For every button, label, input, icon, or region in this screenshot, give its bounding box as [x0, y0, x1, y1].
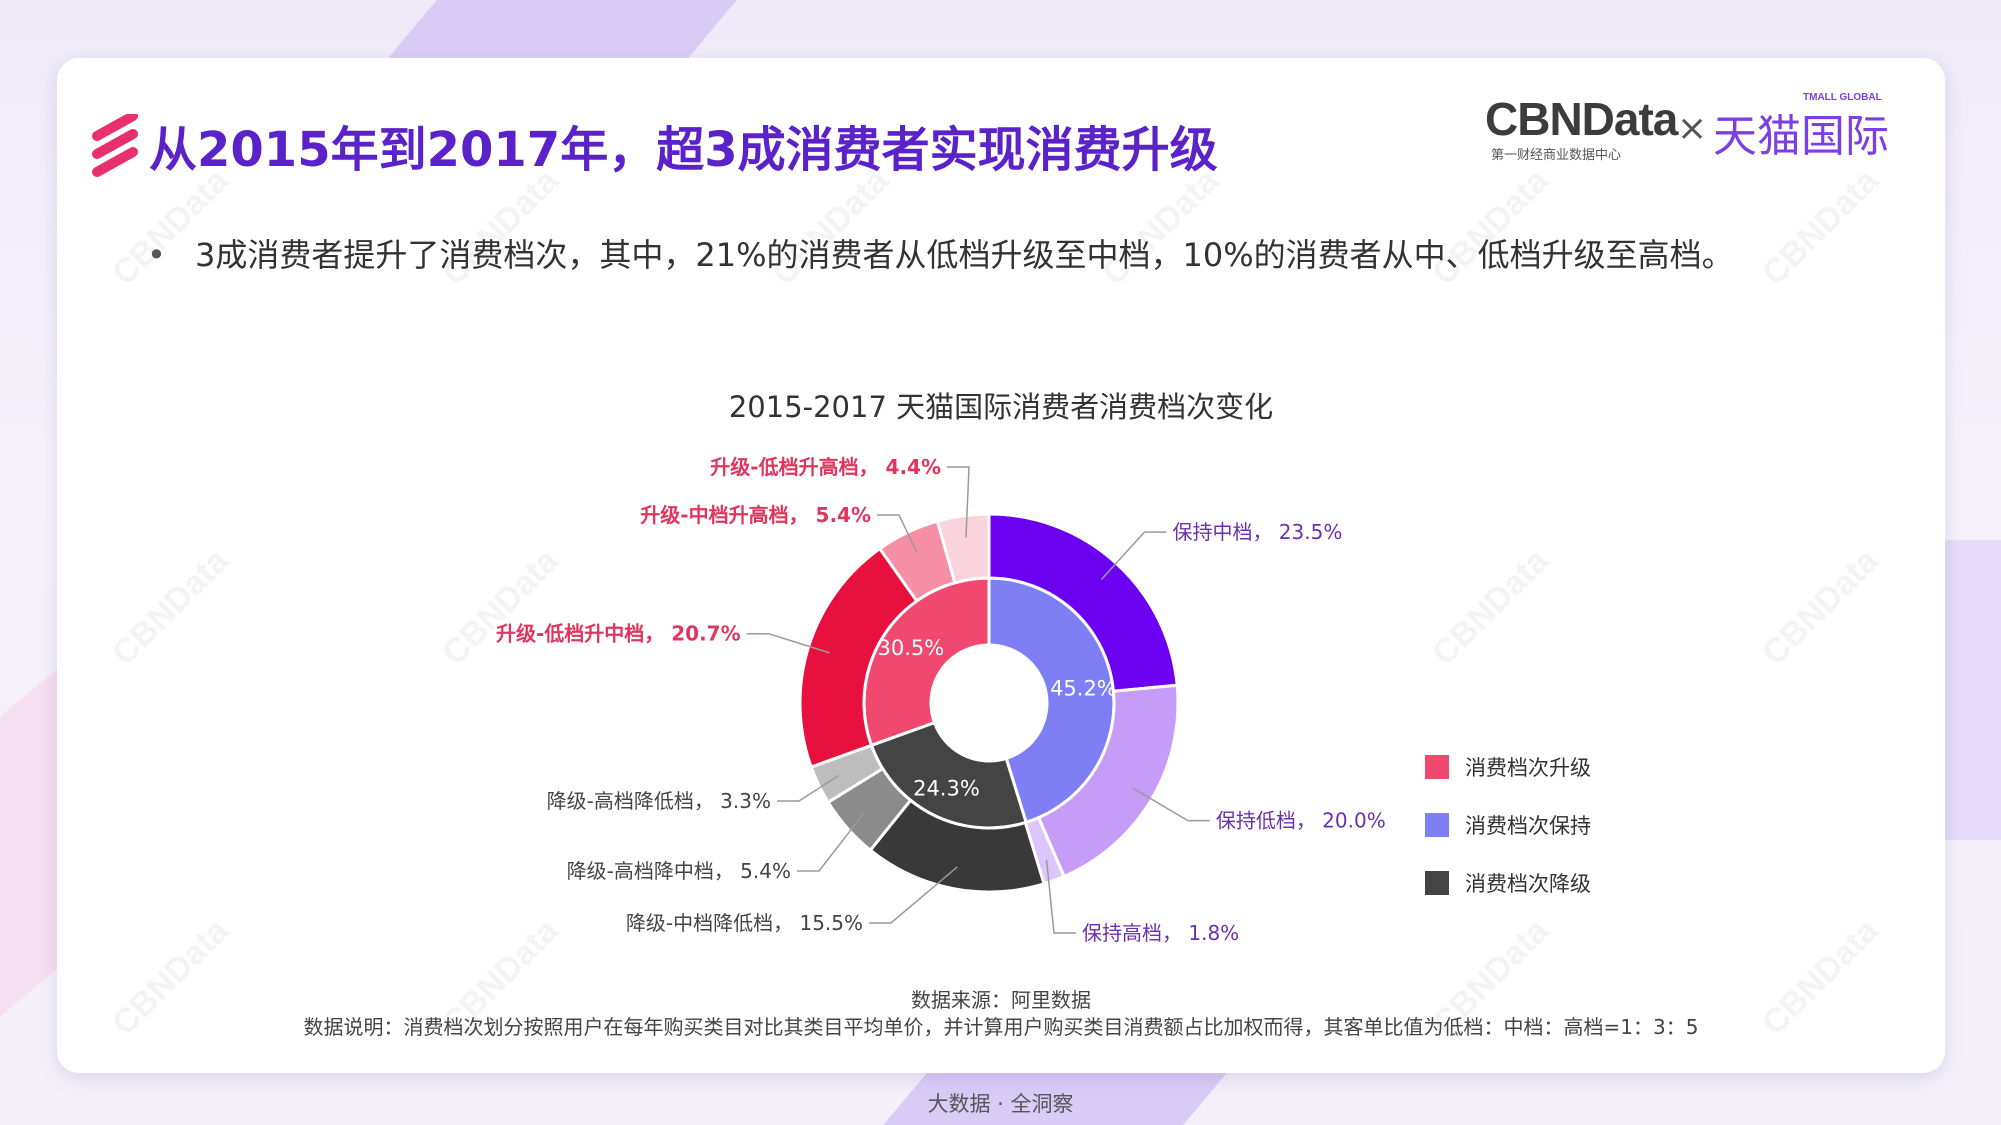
- outer-slice-label: 保持高档， 1.8%: [1082, 921, 1239, 945]
- outer-slice-label: 升级-低档升高档， 4.4%: [710, 455, 941, 479]
- summary-bullet: • 3成消费者提升了消费档次，其中，21%的消费者从低档升级至中档，10%的消费者…: [147, 230, 1734, 276]
- nested-pie-chart: 45.2% 24.3% 30.5% 保持中档， 23.5% 保持低档， 20.0% 保持高…: [496, 455, 1386, 945]
- legend-item: 消费档次升级: [1425, 738, 1591, 796]
- title-stripes-icon: [92, 114, 138, 177]
- data-source: 数据来源：阿里数据: [911, 988, 1091, 1012]
- outer-slice-label: 保持低档， 20.0%: [1216, 809, 1386, 833]
- data-note: 数据说明：消费档次划分按照用户在每年购买类目对比其类目平均单价，并计算用户购买类…: [303, 1015, 1699, 1039]
- summary-text: 3成消费者提升了消费档次，其中，21%的消费者从低档升级至中档，10%的消费者从…: [195, 236, 1734, 274]
- outer-slice-leader-line: [877, 514, 918, 553]
- legend-label: 消费档次保持: [1465, 814, 1591, 838]
- legend-item: 消费档次降级: [1425, 854, 1591, 912]
- inner-slice-label: 24.3%: [913, 776, 980, 800]
- outer-slice-leader-line: [947, 466, 970, 538]
- outer-slice: [935, 512, 991, 585]
- outer-slice-label: 升级-中档升高档， 5.4%: [640, 503, 871, 527]
- page-title: 从2015年到2017年，超3成消费者实现消费升级: [149, 122, 1218, 178]
- chart-title: 2015-2017 天猫国际消费者消费档次变化: [728, 390, 1274, 424]
- outer-slice-leader-line: [797, 812, 865, 872]
- bullet-marker: •: [147, 236, 166, 274]
- legend-swatch: [1425, 871, 1449, 895]
- legend-item: 消费档次保持: [1425, 796, 1591, 854]
- cbndata-logo-subtitle: 第一财经商业数据中心: [1491, 148, 1622, 163]
- outer-slice-leader-line: [777, 774, 839, 802]
- legend-swatch: [1425, 755, 1449, 779]
- brand-logo: CBNData 第一财经商业数据中心 × 天猫国际 TMALL GLOBAL: [1485, 78, 1915, 168]
- outer-slice-leader-line: [1100, 531, 1167, 580]
- outer-slice-label: 降级-中档降低档， 15.5%: [626, 911, 863, 935]
- tmall-global-logo-text: 天猫国际: [1713, 111, 1889, 162]
- footer-tagline: 大数据 · 全洞察: [927, 1092, 1074, 1116]
- inner-slice-label: 30.5%: [878, 636, 945, 660]
- chart-legend: 消费档次升级 消费档次保持 消费档次降级: [1425, 738, 1591, 912]
- content-card: CBNData CBNData CBNData CBNData CBNData …: [57, 58, 1945, 1073]
- legend-swatch: [1425, 813, 1449, 837]
- outer-slice: [987, 512, 1179, 693]
- outer-slice-leader-line: [1132, 787, 1210, 822]
- outer-slice-label: 保持中档， 23.5%: [1172, 520, 1342, 544]
- inner-slice-label: 45.2%: [1050, 677, 1117, 701]
- outer-slice-label: 降级-高档降低档， 3.3%: [547, 789, 771, 813]
- legend-label: 消费档次升级: [1465, 756, 1591, 780]
- outer-slice-label: 降级-高档降中档， 5.4%: [567, 859, 791, 883]
- tmall-global-logo-subtitle: TMALL GLOBAL: [1803, 92, 1882, 103]
- brand-separator: ×: [1677, 108, 1708, 149]
- legend-label: 消费档次降级: [1465, 872, 1591, 896]
- outer-slice-leader-line: [746, 632, 830, 654]
- outer-slice-leader-line: [869, 866, 958, 924]
- cbndata-logo-text: CBNData: [1485, 93, 1678, 145]
- outer-slice-label: 升级-低档升中档， 20.7%: [496, 622, 741, 646]
- outer-slice-leader-line: [1045, 859, 1076, 934]
